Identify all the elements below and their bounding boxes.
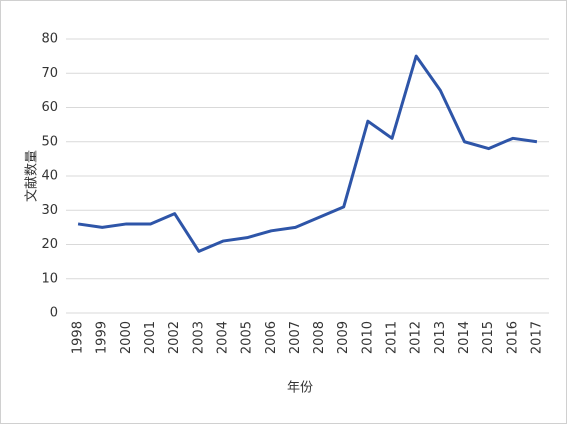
y-axis-label: 文献数量 — [25, 150, 40, 202]
y-tick-label: 30 — [41, 203, 58, 218]
x-tick-label: 2003 — [191, 321, 206, 354]
y-tick-label: 50 — [41, 134, 58, 149]
y-tick-label: 20 — [41, 237, 58, 252]
x-tick-label: 2006 — [264, 321, 279, 354]
x-tick-label: 2012 — [409, 321, 424, 354]
x-tick-label: 2008 — [312, 321, 327, 354]
x-tick-label: 2009 — [336, 321, 351, 354]
x-tick-label: 2015 — [481, 321, 496, 354]
x-tick-label: 2011 — [385, 321, 400, 354]
x-tick-label: 2005 — [240, 321, 255, 354]
x-tick-label: 2017 — [529, 321, 544, 354]
y-tick-label: 70 — [41, 66, 58, 81]
x-tick-label: 2004 — [215, 321, 230, 354]
x-tick-label: 2010 — [360, 321, 375, 354]
y-tick-label: 10 — [41, 271, 58, 286]
y-tick-label: 40 — [41, 169, 58, 184]
x-tick-label: 2014 — [457, 321, 472, 354]
x-tick-label: 2007 — [288, 321, 303, 354]
x-tick-label: 1999 — [95, 321, 110, 354]
data-line — [77, 54, 538, 253]
x-tick-label: 2000 — [119, 321, 134, 354]
x-axis-label: 年份 — [287, 381, 313, 396]
x-tick-label: 2002 — [167, 321, 182, 354]
y-tick-label: 0 — [50, 306, 58, 321]
x-tick-label: 1998 — [71, 321, 86, 354]
x-tick-label: 2013 — [433, 321, 448, 354]
x-tick-label: 2001 — [143, 321, 158, 354]
x-tick-label: 2016 — [505, 321, 520, 354]
y-tick-label: 80 — [41, 32, 58, 47]
y-tick-label: 60 — [41, 100, 58, 115]
